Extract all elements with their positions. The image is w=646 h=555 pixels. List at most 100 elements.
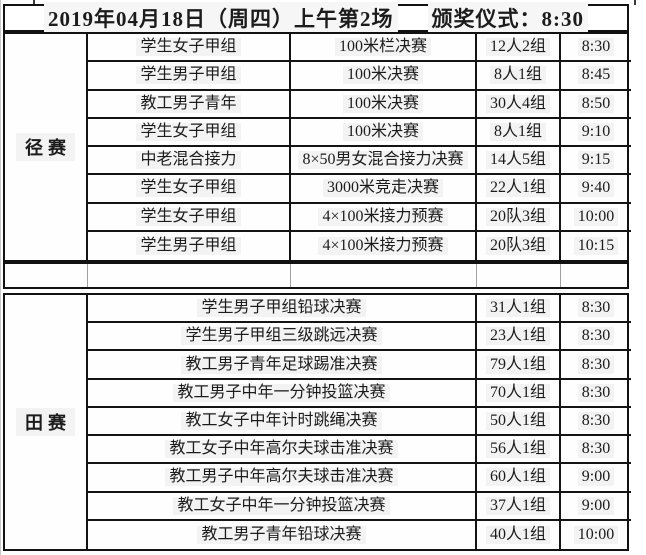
row-group-cell: 中老混合接力 bbox=[88, 147, 291, 176]
row-event: 教工男子中年高尔夫球击准决赛 bbox=[165, 468, 398, 487]
row-event-cell: 100米决赛 bbox=[291, 90, 477, 119]
row-time-cell: 9:10 bbox=[561, 119, 631, 147]
row-entrants-cell: 23人1组 bbox=[477, 323, 561, 352]
row-time-cell: 8:30 bbox=[561, 34, 631, 63]
row-entrants-cell: 56人1组 bbox=[477, 436, 561, 465]
row-time-cell: 8:45 bbox=[561, 62, 631, 91]
row-event: 4×100米接力预赛 bbox=[318, 207, 448, 226]
row-group-cell: 教工男子青年 bbox=[88, 90, 291, 119]
row-event-cell: 教工男子青年铅球决赛 bbox=[88, 520, 477, 549]
row-event: 3000米竞走决赛 bbox=[322, 179, 443, 198]
row-time: 8:30 bbox=[577, 440, 615, 459]
row-entrants: 8人1组 bbox=[489, 66, 546, 85]
row-entrants: 37人1组 bbox=[485, 496, 550, 515]
row-entrants: 8人1组 bbox=[489, 122, 546, 141]
row-event-cell: 4×100米接力预赛 bbox=[291, 203, 477, 232]
spacer-row bbox=[3, 262, 629, 289]
row-time: 10:00 bbox=[573, 525, 619, 544]
row-event-cell: 100米决赛 bbox=[291, 118, 477, 147]
row-event: 4×100米接力预赛 bbox=[318, 236, 448, 255]
row-time-cell: 10:00 bbox=[561, 521, 631, 549]
row-time: 8:30 bbox=[577, 327, 615, 346]
row-entrants-cell: 12人2组 bbox=[477, 34, 561, 63]
row-event: 100米栏决赛 bbox=[334, 38, 431, 57]
row-event-cell: 8×50男女混合接力决赛 bbox=[291, 147, 477, 176]
row-time: 8:30 bbox=[577, 299, 615, 318]
row-entrants: 56人1组 bbox=[485, 440, 550, 459]
row-group-cell: 学生女子甲组 bbox=[88, 175, 291, 204]
row-event: 教工女子中年计时跳绳决赛 bbox=[181, 411, 382, 430]
row-entrants-cell: 14人5组 bbox=[477, 147, 561, 176]
row-time-cell: 9:40 bbox=[561, 175, 631, 204]
field-category-label: 田赛 bbox=[16, 407, 75, 436]
row-time: 8:30 bbox=[577, 411, 615, 430]
row-time-cell: 8:30 bbox=[561, 351, 631, 380]
track-category-cell: 径赛 bbox=[5, 34, 88, 260]
row-entrants: 79人1组 bbox=[485, 355, 550, 374]
row-time-cell: 8:30 bbox=[561, 380, 631, 408]
row-time: 9:00 bbox=[577, 468, 615, 487]
row-group-cell: 学生女子甲组 bbox=[88, 203, 291, 232]
row-event: 100米决赛 bbox=[342, 94, 423, 113]
session-title: 2019年04月18日（周四）上午第2场 bbox=[44, 2, 398, 34]
row-time-cell: 8:30 bbox=[561, 408, 631, 437]
row-entrants: 20队3组 bbox=[485, 236, 550, 255]
row-entrants-cell: 8人1组 bbox=[477, 62, 561, 91]
field-events-table: 田赛 学生男子甲组铅球决赛 31人1组 8:30 学生男子甲组三级跳远决赛 23人1组 8… bbox=[3, 293, 631, 551]
row-event-cell: 教工男子青年足球踢准决赛 bbox=[88, 351, 477, 380]
row-event-cell: 教工男子中年一分钟投篮决赛 bbox=[88, 379, 477, 408]
row-group: 教工男子青年 bbox=[136, 94, 241, 113]
row-event-cell: 教工女子中年计时跳绳决赛 bbox=[88, 407, 477, 437]
row-event-cell: 教工男子中年高尔夫球击准决赛 bbox=[88, 464, 477, 493]
row-event-cell: 100米栏决赛 bbox=[291, 34, 477, 63]
row-time: 10:00 bbox=[573, 207, 619, 226]
row-group: 学生女子甲组 bbox=[136, 38, 241, 57]
spacer-cell bbox=[561, 264, 631, 287]
row-time: 8:30 bbox=[577, 38, 615, 57]
row-time-cell: 9:00 bbox=[561, 493, 631, 521]
field-category-cell: 田赛 bbox=[5, 295, 88, 549]
row-entrants-cell: 22人1组 bbox=[477, 175, 561, 204]
row-entrants: 23人1组 bbox=[485, 327, 550, 346]
row-time: 9:15 bbox=[577, 151, 615, 170]
spacer-cell bbox=[291, 264, 477, 287]
row-time: 9:10 bbox=[577, 122, 615, 141]
row-time: 8:50 bbox=[577, 94, 615, 113]
row-group-cell: 学生女子甲组 bbox=[88, 34, 291, 63]
row-time-cell: 10:15 bbox=[561, 232, 631, 260]
spacer-cell bbox=[88, 264, 291, 287]
row-group-cell: 学生女子甲组 bbox=[88, 118, 291, 147]
row-event-cell: 4×100米接力预赛 bbox=[291, 231, 477, 260]
row-time: 8:30 bbox=[577, 355, 615, 374]
ceremony-time: 颁奖仪式：8:30 bbox=[427, 2, 588, 34]
row-entrants: 30人4组 bbox=[485, 94, 550, 113]
row-event: 学生男子甲组铅球决赛 bbox=[197, 299, 366, 318]
row-group-cell: 学生男子甲组 bbox=[88, 62, 291, 91]
row-group: 学生男子甲组 bbox=[136, 66, 241, 85]
row-time-cell: 9:15 bbox=[561, 147, 631, 176]
row-event: 100米决赛 bbox=[342, 66, 423, 85]
row-time-cell: 8:30 bbox=[561, 436, 631, 465]
row-group: 学生男子甲组 bbox=[136, 236, 241, 255]
spacer-cell bbox=[477, 264, 561, 287]
row-entrants-cell: 50人1组 bbox=[477, 407, 561, 437]
row-entrants: 50人1组 bbox=[485, 411, 550, 430]
row-entrants: 70人1组 bbox=[485, 383, 550, 402]
track-events-table: 径赛 学生女子甲组 100米栏决赛 12人2组 8:30 学生男子甲组 100米决赛 8人1… bbox=[3, 32, 631, 262]
row-event-cell: 教工女子中年一分钟投篮决赛 bbox=[88, 492, 477, 521]
row-event-cell: 教工女子中年高尔夫球击准决赛 bbox=[88, 436, 477, 465]
row-time: 10:15 bbox=[573, 236, 619, 255]
row-group: 学生女子甲组 bbox=[136, 179, 241, 198]
row-entrants-cell: 79人1组 bbox=[477, 351, 561, 380]
row-entrants-cell: 8人1组 bbox=[477, 118, 561, 147]
row-event: 教工男子中年一分钟投篮决赛 bbox=[173, 383, 390, 402]
row-time: 9:40 bbox=[577, 179, 615, 198]
row-entrants: 12人2组 bbox=[485, 38, 550, 57]
row-entrants-cell: 37人1组 bbox=[477, 492, 561, 521]
row-time-cell: 8:30 bbox=[561, 295, 631, 324]
row-group-cell: 学生男子甲组 bbox=[88, 231, 291, 260]
row-group: 学生女子甲组 bbox=[136, 122, 241, 141]
row-event: 8×50男女混合接力决赛 bbox=[298, 151, 468, 170]
row-event: 教工男子青年足球踢准决赛 bbox=[181, 355, 382, 374]
